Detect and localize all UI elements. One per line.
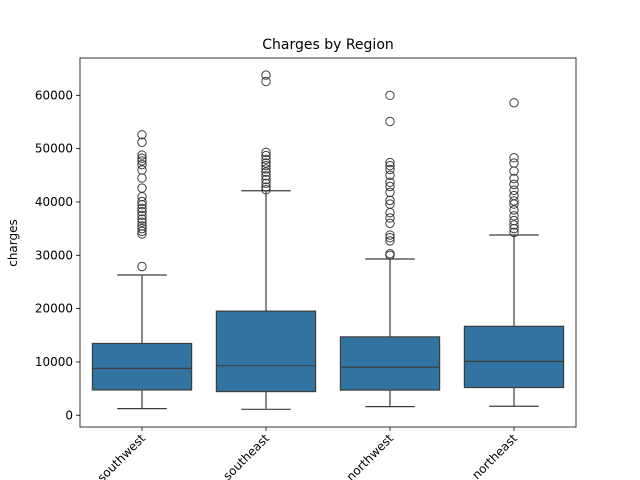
outlier-point: [385, 177, 395, 187]
outlier-point: [385, 157, 395, 168]
outlier-point: [261, 174, 271, 185]
outlier-point: [509, 179, 519, 190]
box-southeast: [215, 310, 317, 393]
outlier-point: [261, 76, 271, 87]
outlier-point: [509, 220, 519, 230]
outlier-point: [137, 137, 147, 147]
outlier-point: [137, 261, 147, 272]
outlier-point: [385, 248, 395, 259]
axes-frame: [79, 57, 577, 428]
box-northwest: [339, 336, 441, 391]
outlier-point: [385, 213, 395, 223]
x-tick-label-southwest: southwest: [95, 431, 149, 480]
y-tick-label: 10000: [35, 355, 73, 369]
outlier-point: [261, 150, 271, 161]
box-group-northeast: [463, 98, 565, 407]
outlier-point: [137, 156, 147, 166]
outlier-point: [261, 178, 271, 189]
outlier-point: [385, 207, 395, 218]
x-tick-label-southeast: southeast: [220, 431, 272, 480]
outlier-point: [137, 183, 147, 193]
chart-title: Charges by Region: [262, 37, 394, 53]
outlier-point: [385, 236, 395, 246]
outlier-point: [137, 173, 147, 183]
outlier-point: [261, 167, 271, 177]
outlier-point: [509, 211, 519, 221]
outlier-point: [137, 223, 147, 234]
outlier-point: [261, 70, 271, 80]
y-axis-label: charges: [6, 219, 20, 267]
box-group-northwest: [339, 90, 441, 408]
outlier-point: [137, 150, 147, 160]
plot-area: [91, 70, 565, 410]
outlier-point: [385, 170, 395, 181]
y-axis: 0 10000 20000 30000 40000 50000 60000: [35, 88, 80, 422]
y-tick-label: 50000: [35, 142, 73, 156]
outlier-point: [509, 227, 519, 238]
outlier-point: [385, 187, 395, 198]
outlier-point: [137, 206, 147, 217]
outlier-point: [385, 230, 395, 240]
outlier-point: [137, 191, 147, 202]
outlier-point: [509, 205, 519, 215]
outlier-point: [385, 164, 395, 175]
x-tick-label-northwest: northwest: [344, 431, 397, 480]
outlier-point: [137, 217, 147, 227]
x-axis: southwest southeast northwest northeast: [95, 427, 520, 480]
box-southwest: [91, 342, 193, 391]
outlier-point: [137, 221, 147, 231]
outlier-point: [385, 218, 395, 229]
y-tick-label: 40000: [35, 195, 73, 209]
outlier-point: [137, 226, 147, 237]
outlier-point: [137, 130, 147, 140]
outlier-point: [137, 214, 147, 224]
outlier-point: [385, 199, 395, 209]
box-group-southwest: [91, 130, 193, 410]
outlier-point: [509, 215, 519, 226]
y-tick-label: 60000: [35, 88, 73, 102]
outlier-point: [385, 233, 395, 243]
outlier-point: [509, 190, 519, 201]
outlier-point: [261, 182, 271, 192]
outlier-point: [137, 153, 147, 163]
outlier-point: [261, 164, 271, 174]
outlier-point: [509, 158, 519, 168]
box-group-southeast: [215, 70, 317, 410]
outlier-point: [509, 173, 519, 184]
outlier-point: [261, 154, 271, 165]
outlier-point: [137, 203, 147, 214]
y-tick-label: 30000: [35, 248, 73, 262]
outlier-point: [137, 210, 147, 221]
outlier-point: [385, 181, 395, 192]
outlier-point: [261, 185, 271, 195]
outlier-point: [261, 158, 271, 168]
outlier-point: [385, 90, 395, 101]
outlier-point: [137, 196, 147, 207]
outlier-point: [509, 98, 519, 108]
outlier-point: [261, 161, 271, 171]
box-northeast: [463, 325, 565, 389]
outlier-point: [385, 161, 395, 171]
outlier-point: [509, 153, 519, 163]
x-tick-label-northeast: northeast: [469, 431, 520, 480]
outlier-point: [261, 147, 271, 158]
outlier-point: [261, 171, 271, 181]
outlier-point: [137, 159, 147, 170]
outlier-point: [385, 116, 395, 127]
outlier-point: [509, 185, 519, 195]
y-tick-label: 20000: [35, 302, 73, 316]
outlier-point: [137, 165, 147, 175]
y-tick-label: 0: [65, 408, 73, 422]
outlier-point: [509, 196, 519, 206]
